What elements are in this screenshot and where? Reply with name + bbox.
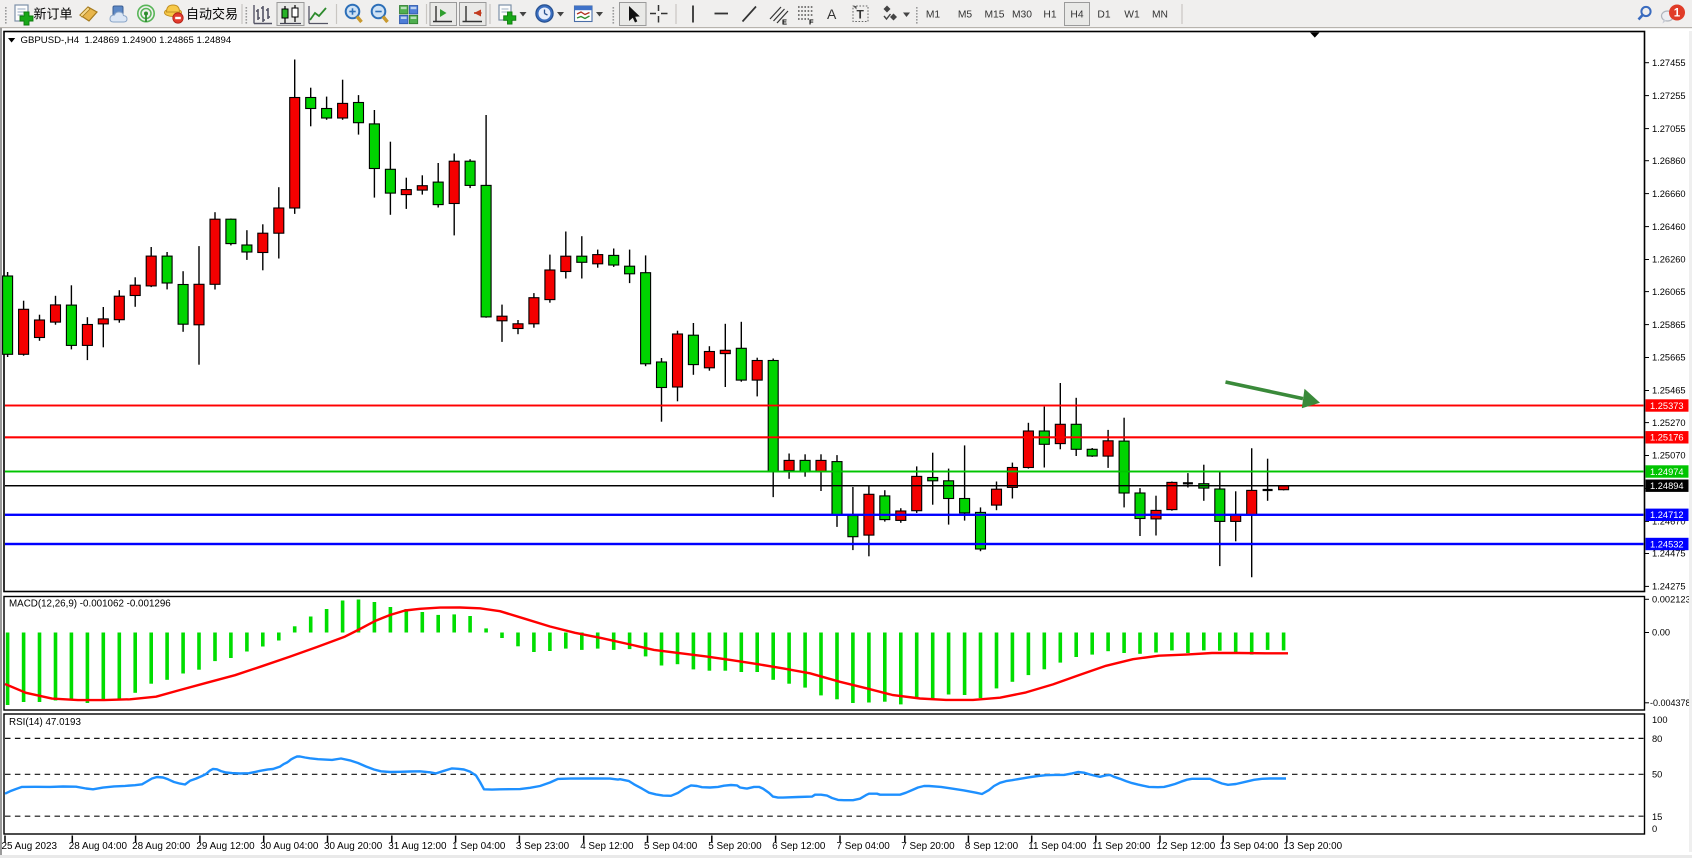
svg-text:1.25465: 1.25465 — [1652, 386, 1686, 396]
svg-text:28 Aug 20:00: 28 Aug 20:00 — [132, 841, 191, 852]
svg-text:1.25665: 1.25665 — [1652, 353, 1686, 363]
svg-text:F: F — [809, 18, 814, 27]
svg-text:MACD(12,26,9) -0.001062 -0.001: MACD(12,26,9) -0.001062 -0.001296 — [9, 599, 171, 610]
svg-text:30 Aug 20:00: 30 Aug 20:00 — [324, 841, 383, 852]
svg-text:RSI(14) 47.0193: RSI(14) 47.0193 — [9, 717, 81, 728]
svg-text:6 Sep 12:00: 6 Sep 12:00 — [772, 841, 826, 852]
svg-text:E: E — [782, 18, 787, 27]
svg-text:T: T — [857, 8, 865, 22]
svg-text:M5: M5 — [958, 10, 973, 21]
svg-text:1.26065: 1.26065 — [1652, 287, 1686, 297]
svg-text:1.25373: 1.25373 — [1650, 401, 1684, 411]
svg-text:1.24894: 1.24894 — [1650, 481, 1684, 491]
svg-text:H4: H4 — [1070, 10, 1083, 21]
svg-text:1.26860: 1.26860 — [1652, 156, 1686, 166]
svg-text:-0.004378: -0.004378 — [1650, 698, 1691, 708]
svg-text:自动交易: 自动交易 — [186, 7, 238, 22]
svg-text:1.24670: 1.24670 — [1652, 517, 1686, 527]
svg-text:1.27055: 1.27055 — [1652, 124, 1686, 134]
svg-text:1.26460: 1.26460 — [1652, 222, 1686, 232]
svg-text:1.24712: 1.24712 — [1650, 510, 1684, 520]
svg-text:4 Sep 12:00: 4 Sep 12:00 — [580, 841, 634, 852]
svg-text:7 Sep 04:00: 7 Sep 04:00 — [837, 841, 891, 852]
svg-text:5 Sep 20:00: 5 Sep 20:00 — [708, 841, 762, 852]
svg-text:M30: M30 — [1012, 10, 1032, 21]
svg-text:7 Sep 20:00: 7 Sep 20:00 — [901, 841, 955, 852]
svg-text:11 Sep 04:00: 11 Sep 04:00 — [1028, 841, 1087, 852]
svg-text:31 Aug 12:00: 31 Aug 12:00 — [388, 841, 447, 852]
svg-text:15: 15 — [1652, 812, 1662, 822]
svg-text:8 Sep 12:00: 8 Sep 12:00 — [965, 841, 1019, 852]
svg-text:D1: D1 — [1097, 10, 1110, 21]
svg-text:11 Sep 20:00: 11 Sep 20:00 — [1092, 841, 1151, 852]
svg-text:5 Sep 04:00: 5 Sep 04:00 — [644, 841, 698, 852]
svg-text:28 Aug 04:00: 28 Aug 04:00 — [69, 841, 128, 852]
svg-text:M1: M1 — [926, 10, 941, 21]
svg-text:新订单: 新订单 — [34, 7, 73, 22]
svg-text:0.00: 0.00 — [1652, 628, 1670, 638]
svg-text:13 Sep 04:00: 13 Sep 04:00 — [1220, 841, 1279, 852]
svg-text:MN: MN — [1152, 10, 1168, 21]
svg-text:29 Aug 12:00: 29 Aug 12:00 — [196, 841, 255, 852]
svg-text:1.26260: 1.26260 — [1652, 255, 1686, 265]
svg-text:100: 100 — [1652, 715, 1668, 725]
svg-text:50: 50 — [1652, 770, 1662, 780]
svg-text:30 Aug 04:00: 30 Aug 04:00 — [260, 841, 319, 852]
svg-text:12 Sep 12:00: 12 Sep 12:00 — [1157, 841, 1216, 852]
svg-text:80: 80 — [1652, 734, 1662, 744]
svg-text:0: 0 — [1652, 824, 1657, 834]
svg-text:1.25270: 1.25270 — [1652, 418, 1686, 428]
svg-text:1.26660: 1.26660 — [1652, 189, 1686, 199]
svg-text:3 Sep 23:00: 3 Sep 23:00 — [516, 841, 570, 852]
svg-text:1 Sep 04:00: 1 Sep 04:00 — [452, 841, 506, 852]
svg-text:1.25176: 1.25176 — [1650, 433, 1684, 443]
svg-text:W1: W1 — [1124, 10, 1140, 21]
svg-text:1.24532: 1.24532 — [1650, 539, 1684, 549]
svg-text:M15: M15 — [984, 10, 1004, 21]
svg-text:13 Sep 20:00: 13 Sep 20:00 — [1283, 841, 1342, 852]
svg-text:1.27455: 1.27455 — [1652, 58, 1686, 68]
svg-text:1.25070: 1.25070 — [1652, 451, 1686, 461]
svg-text:GBPUSD-,H4 1.24869 1.24900 1.: GBPUSD-,H4 1.24869 1.24900 1.24865 1.248… — [21, 35, 232, 46]
svg-text:A: A — [827, 6, 837, 22]
svg-text:1.24475: 1.24475 — [1652, 549, 1686, 559]
svg-text:1.27255: 1.27255 — [1652, 91, 1686, 101]
svg-text:1.24275: 1.24275 — [1652, 582, 1686, 592]
svg-text:25 Aug 2023: 25 Aug 2023 — [2, 841, 58, 852]
svg-text:1.24974: 1.24974 — [1650, 467, 1684, 477]
svg-text:1: 1 — [1674, 8, 1681, 20]
svg-text:1.25865: 1.25865 — [1652, 320, 1686, 330]
svg-text:H1: H1 — [1043, 10, 1056, 21]
svg-text:0.002123: 0.002123 — [1652, 595, 1691, 605]
